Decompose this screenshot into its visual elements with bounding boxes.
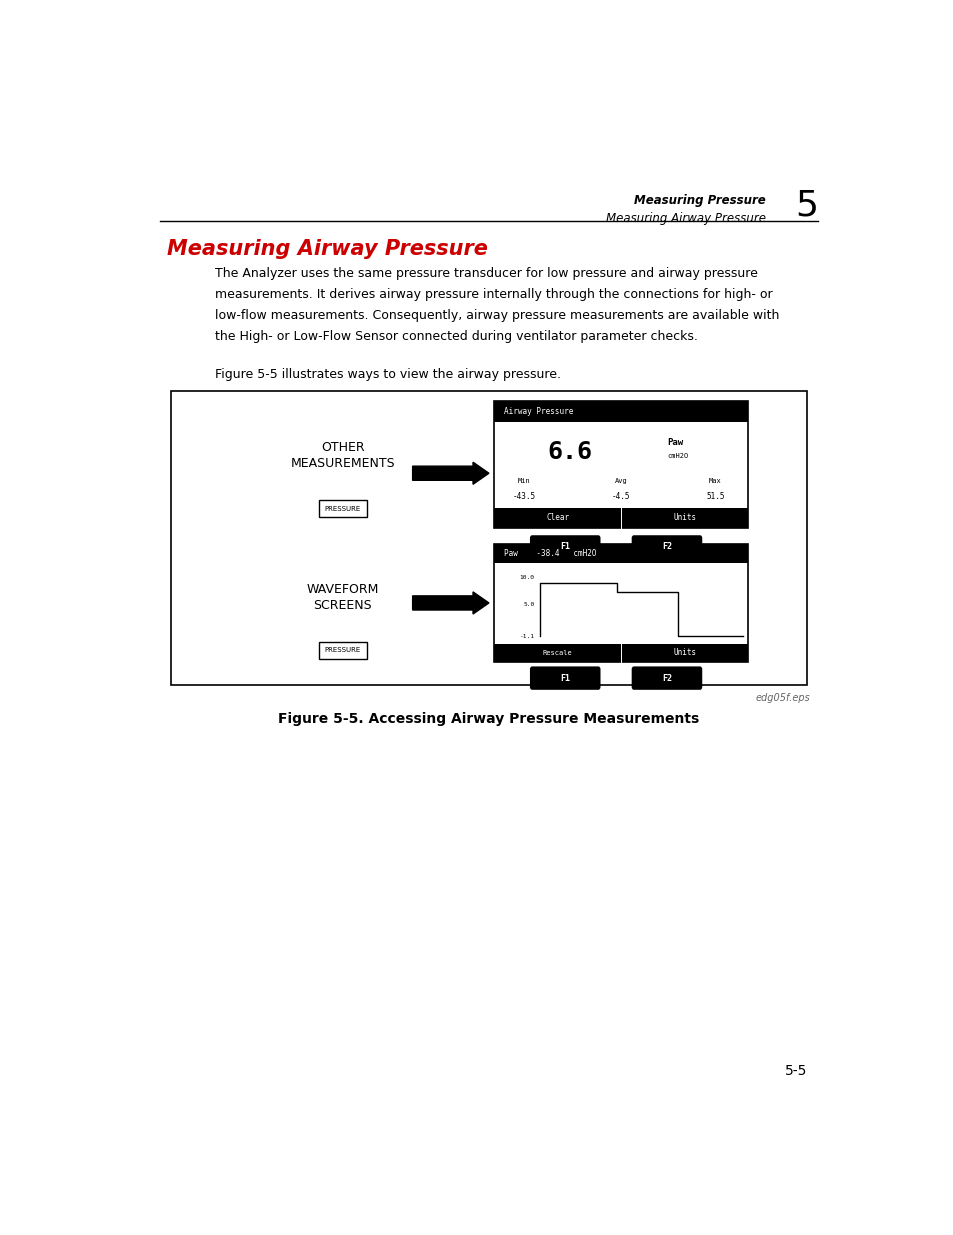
FancyArrow shape [413, 592, 488, 614]
Text: the High- or Low-Flow Sensor connected during ventilator parameter checks.: the High- or Low-Flow Sensor connected d… [215, 330, 698, 343]
Bar [318, 500, 366, 517]
Text: -43.5: -43.5 [513, 492, 536, 500]
Text: Paw: Paw [666, 438, 682, 447]
Text: measurements. It derives airway pressure internally through the connections for : measurements. It derives airway pressure… [215, 288, 772, 301]
FancyBboxPatch shape [631, 535, 701, 558]
Text: 10.0: 10.0 [519, 576, 534, 580]
Text: -1.1: -1.1 [519, 634, 534, 638]
Bar [494, 401, 747, 422]
Text: F1: F1 [559, 542, 570, 552]
Text: F2: F2 [661, 673, 671, 683]
Bar [494, 543, 747, 563]
Text: Clear: Clear [545, 514, 569, 522]
FancyBboxPatch shape [529, 667, 599, 690]
Text: -4.5: -4.5 [611, 492, 630, 500]
Text: Units: Units [673, 514, 696, 522]
Bar [494, 401, 747, 527]
Text: edg05f.eps: edg05f.eps [755, 693, 810, 703]
Text: 5: 5 [794, 188, 817, 222]
Text: PRESSURE: PRESSURE [324, 505, 360, 511]
Text: Rescale: Rescale [542, 650, 572, 656]
Text: 6.6: 6.6 [547, 440, 592, 463]
Text: Airway Pressure: Airway Pressure [503, 408, 573, 416]
Text: Measuring Airway Pressure: Measuring Airway Pressure [167, 238, 488, 258]
Bar [494, 543, 747, 662]
Text: low-flow measurements. Consequently, airway pressure measurements are available : low-flow measurements. Consequently, air… [215, 309, 779, 322]
Text: Measuring Airway Pressure: Measuring Airway Pressure [605, 212, 765, 225]
Text: Figure 5-5 illustrates ways to view the airway pressure.: Figure 5-5 illustrates ways to view the … [215, 368, 560, 380]
FancyArrow shape [413, 462, 488, 484]
Text: Avg: Avg [614, 478, 627, 484]
Text: Max: Max [708, 478, 720, 484]
Bar [171, 390, 806, 685]
Text: WAVEFORM
SCREENS: WAVEFORM SCREENS [306, 583, 378, 611]
Text: F2: F2 [661, 542, 671, 552]
Text: Paw    -38.4   cmH2O: Paw -38.4 cmH2O [503, 550, 596, 558]
Text: Figure 5-5. Accessing Airway Pressure Measurements: Figure 5-5. Accessing Airway Pressure Me… [278, 713, 699, 726]
Text: PRESSURE: PRESSURE [324, 647, 360, 653]
Bar [494, 643, 747, 662]
Text: Min: Min [517, 478, 531, 484]
FancyBboxPatch shape [631, 667, 701, 690]
Text: cmH2O: cmH2O [666, 452, 687, 458]
Text: OTHER
MEASUREMENTS: OTHER MEASUREMENTS [290, 441, 395, 471]
Text: The Analyzer uses the same pressure transducer for low pressure and airway press: The Analyzer uses the same pressure tran… [215, 267, 758, 280]
Text: 51.5: 51.5 [705, 492, 723, 500]
Text: 5-5: 5-5 [783, 1065, 806, 1078]
Text: 5.0: 5.0 [523, 601, 534, 606]
Bar [494, 508, 747, 527]
Text: Units: Units [673, 648, 696, 657]
Text: Measuring Pressure: Measuring Pressure [634, 194, 765, 206]
Text: F1: F1 [559, 673, 570, 683]
Bar [318, 641, 366, 658]
FancyBboxPatch shape [529, 535, 599, 558]
